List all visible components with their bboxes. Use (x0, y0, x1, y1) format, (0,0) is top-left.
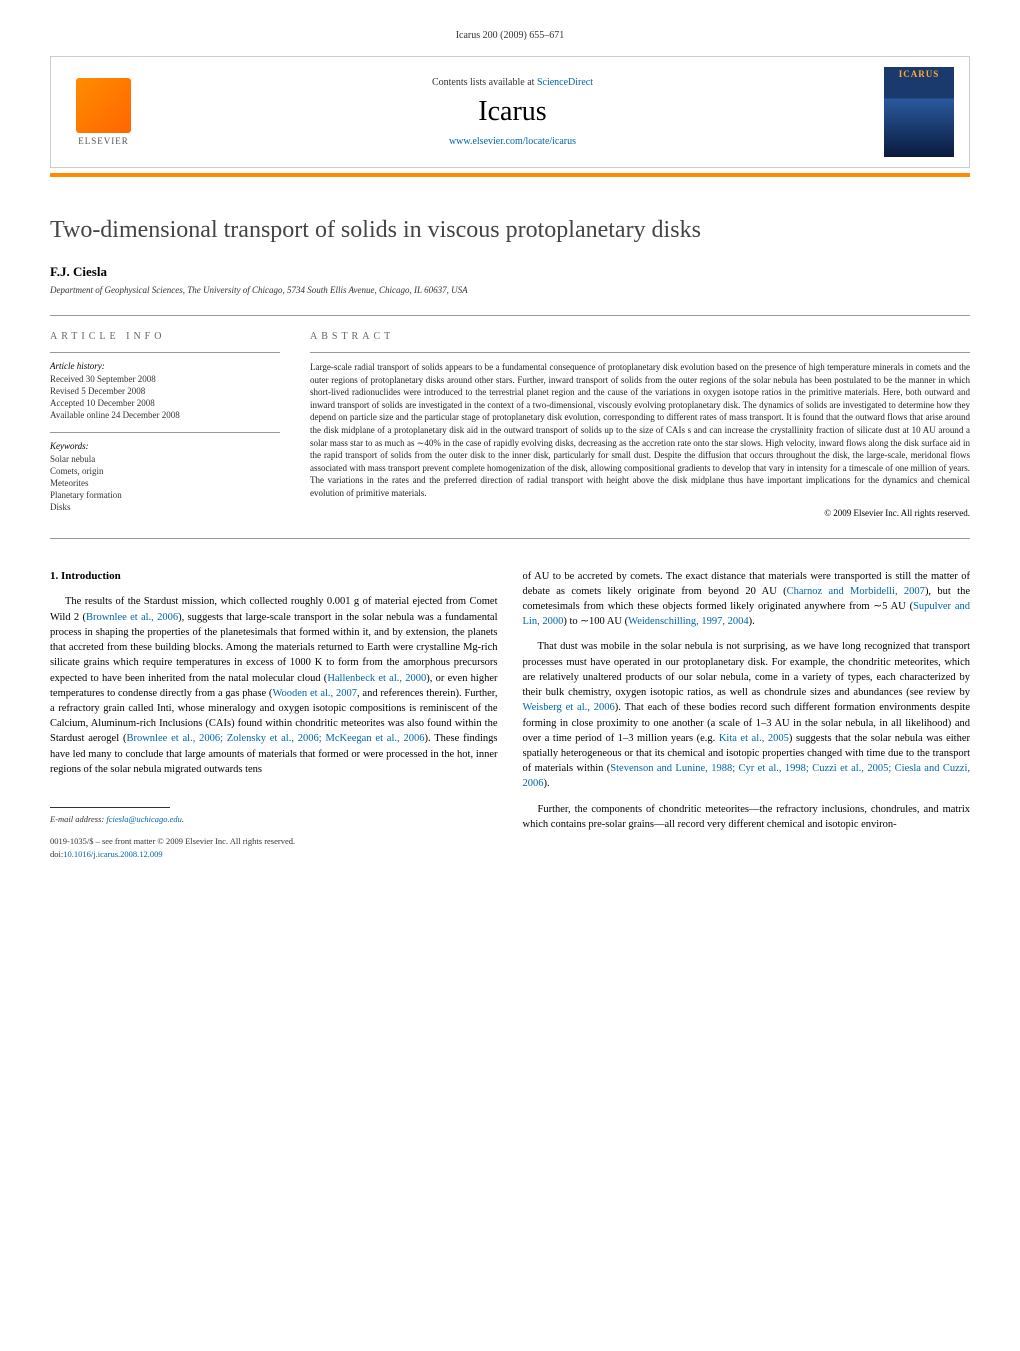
col2-para-1: of AU to be accreted by comets. The exac… (523, 569, 971, 630)
journal-url-link[interactable]: www.elsevier.com/locate/icarus (449, 136, 576, 147)
footer-divider (50, 807, 170, 808)
keyword-4: Planetary formation (50, 490, 280, 500)
divider-top (50, 315, 970, 316)
received-line: Received 30 September 2008 (50, 374, 280, 384)
abstract-heading: ABSTRACT (310, 331, 970, 342)
keyword-2: Comets, origin (50, 466, 280, 476)
elsevier-logo: ELSEVIER (66, 72, 141, 152)
issn-line: 0019-1035/$ – see front matter © 2009 El… (50, 835, 498, 847)
accepted-line: Accepted 10 December 2008 (50, 398, 280, 408)
keyword-1: Solar nebula (50, 454, 280, 464)
running-header: Icarus 200 (2009) 655–671 (50, 30, 970, 41)
orange-divider-bar (50, 173, 970, 177)
elsevier-text: ELSEVIER (78, 136, 129, 146)
header-center: Contents lists available at ScienceDirec… (141, 77, 884, 147)
keyword-3: Meteorites (50, 478, 280, 488)
c2p1d: ). (749, 616, 755, 627)
abstract-column: ABSTRACT Large-scale radial transport of… (310, 331, 970, 518)
c2p1c: ) to ∼100 AU ( (563, 616, 628, 627)
keywords-block: Keywords: Solar nebula Comets, origin Me… (50, 432, 280, 512)
email-line: E-mail address: fciesla@uchicago.edu. (50, 813, 498, 825)
doi-link[interactable]: 10.1016/j.icarus.2008.12.009 (63, 849, 162, 859)
journal-header-box: ELSEVIER Contents lists available at Sci… (50, 56, 970, 168)
cite-weidenschilling[interactable]: Weidenschilling, 1997, 2004 (628, 616, 748, 627)
col2-para-3: Further, the components of chondritic me… (523, 802, 971, 832)
keywords-divider (50, 432, 280, 433)
doi-label: doi: (50, 849, 63, 859)
info-abstract-section: ARTICLE INFO Article history: Received 3… (50, 331, 970, 518)
cite-weisberg-2006[interactable]: Weisberg et al., 2006 (523, 702, 615, 713)
footer-block: E-mail address: fciesla@uchicago.edu. 00… (50, 807, 498, 860)
left-column: 1. Introduction The results of the Stard… (50, 569, 498, 861)
divider-bottom (50, 538, 970, 539)
cover-title: ICARUS (884, 69, 954, 79)
cite-charnoz-2007[interactable]: Charnoz and Morbidelli, 2007 (787, 586, 925, 597)
article-info-column: ARTICLE INFO Article history: Received 3… (50, 331, 280, 518)
doi-line: doi:10.1016/j.icarus.2008.12.009 (50, 848, 498, 860)
info-divider (50, 352, 280, 353)
abstract-copyright: © 2009 Elsevier Inc. All rights reserved… (310, 508, 970, 518)
journal-name: Icarus (141, 96, 884, 128)
journal-url-line: www.elsevier.com/locate/icarus (141, 136, 884, 147)
available-line: Available online 24 December 2008 (50, 410, 280, 420)
author-affiliation: Department of Geophysical Sciences, The … (50, 285, 970, 295)
elsevier-tree-icon (76, 78, 131, 133)
abstract-divider (310, 352, 970, 353)
section-1-heading: 1. Introduction (50, 569, 498, 585)
body-columns: 1. Introduction The results of the Stard… (50, 569, 970, 861)
article-title: Two-dimensional transport of solids in v… (50, 217, 970, 244)
keyword-5: Disks (50, 502, 280, 512)
email-label: E-mail address: (50, 814, 106, 824)
intro-para-1: The results of the Stardust mission, whi… (50, 594, 498, 777)
cite-brownlee-2006[interactable]: Brownlee et al., 2006 (86, 612, 178, 623)
abstract-text: Large-scale radial transport of solids a… (310, 361, 970, 500)
cite-hallenbeck-2000[interactable]: Hallenbeck et al., 2000 (327, 673, 426, 684)
cite-brownlee-zolensky-mckeegan[interactable]: Brownlee et al., 2006; Zolensky et al., … (126, 733, 424, 744)
sciencedirect-link[interactable]: ScienceDirect (537, 77, 593, 88)
revised-line: Revised 5 December 2008 (50, 386, 280, 396)
article-info-heading: ARTICLE INFO (50, 331, 280, 342)
col2-para-2: That dust was mobile in the solar nebula… (523, 639, 971, 791)
history-label: Article history: (50, 361, 280, 371)
contents-list-line: Contents lists available at ScienceDirec… (141, 77, 884, 88)
email-link[interactable]: fciesla@uchicago.edu (106, 814, 182, 824)
keywords-label: Keywords: (50, 441, 280, 451)
cite-wooden-2007[interactable]: Wooden et al., 2007 (272, 688, 357, 699)
contents-prefix: Contents lists available at (432, 77, 537, 88)
c2p2d: ). (544, 778, 550, 789)
author-name: F.J. Ciesla (50, 264, 970, 280)
right-column: of AU to be accreted by comets. The exac… (523, 569, 971, 861)
journal-cover-thumbnail: ICARUS (884, 67, 954, 157)
c2p2a: That dust was mobile in the solar nebula… (523, 641, 971, 698)
cite-kita-2005[interactable]: Kita et al., 2005 (719, 733, 789, 744)
